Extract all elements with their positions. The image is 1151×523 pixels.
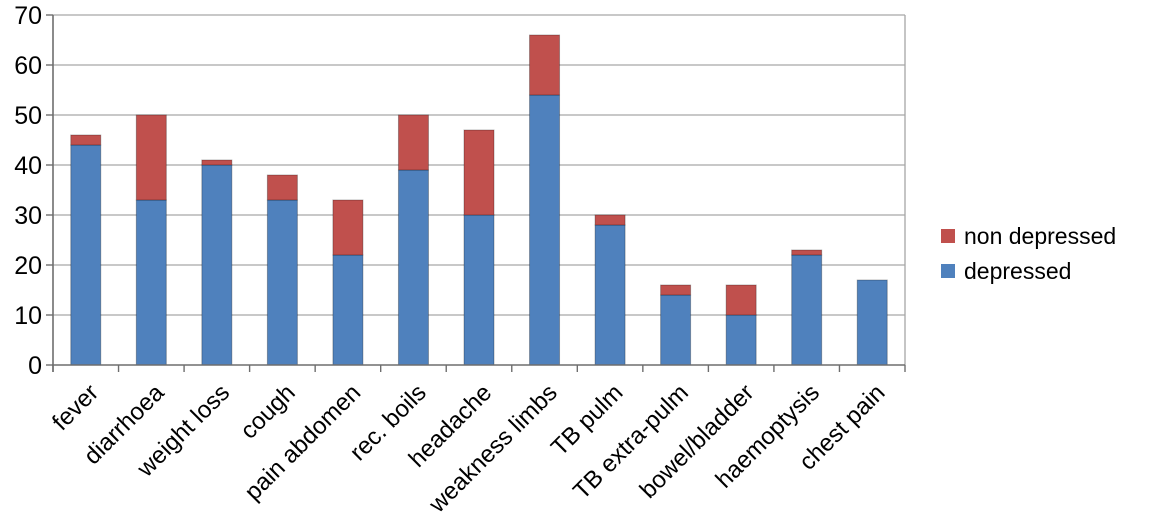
legend-item-non-depressed: non depressed xyxy=(941,222,1116,250)
legend: non depressed depressed xyxy=(941,222,1116,285)
legend-item-depressed: depressed xyxy=(941,257,1116,285)
legend-label-depressed: depressed xyxy=(964,257,1072,284)
bar-segment-depressed-diarrhoea xyxy=(135,199,167,366)
bar-segment-depressed-weight-loss xyxy=(201,164,233,366)
y-tick-label: 40 xyxy=(14,152,42,180)
y-tick-label: 60 xyxy=(14,52,42,80)
y-tick-label: 10 xyxy=(14,302,42,330)
bar-segment-depressed-headache xyxy=(463,214,495,366)
bar-segment-non-depressed-cough xyxy=(266,174,298,201)
y-tick-label: 70 xyxy=(14,2,42,30)
bar-segment-non-depressed-TB-extra-pulm xyxy=(660,284,692,296)
y-tick-label: 0 xyxy=(28,352,42,380)
bar-segment-non-depressed-headache xyxy=(463,129,495,216)
bar-segment-non-depressed-TB-pulm xyxy=(594,214,626,226)
bar-segment-depressed-rec-boils xyxy=(397,169,429,366)
bar-segment-depressed-cough xyxy=(266,199,298,366)
bar-segment-depressed-bowel-bladder xyxy=(725,314,757,366)
bar-segment-non-depressed-weight-loss xyxy=(201,159,233,166)
bar-segment-non-depressed-rec-boils xyxy=(397,114,429,171)
legend-swatch-non-depressed-icon xyxy=(941,229,955,243)
bar-segment-depressed-haemoptysis xyxy=(791,254,823,366)
y-tick-label: 30 xyxy=(14,202,42,230)
bar-segment-depressed-TB-pulm xyxy=(594,224,626,366)
bar-segment-depressed-weakness-limbs xyxy=(529,94,561,366)
bar-segment-depressed-chest-pain xyxy=(856,279,888,366)
bars xyxy=(70,34,888,366)
y-tick-label: 20 xyxy=(14,252,42,280)
x-category-label: fever xyxy=(47,379,104,436)
legend-swatch-depressed-icon xyxy=(941,264,955,278)
bar-segment-non-depressed-haemoptysis xyxy=(791,249,823,256)
bar-segment-non-depressed-pain-abdomen xyxy=(332,199,364,256)
y-tick-label: 50 xyxy=(14,102,42,130)
bar-segment-depressed-TB-extra-pulm xyxy=(660,294,692,366)
y-axis-labels: 0 10 20 30 40 50 60 70 xyxy=(14,2,53,380)
legend-label-non-depressed: non depressed xyxy=(964,222,1117,249)
x-category-label: bowel/bladder xyxy=(635,379,760,504)
axes xyxy=(52,15,905,372)
x-category-label: TB extra-pulm xyxy=(568,379,694,505)
x-category-label: pain abdomen xyxy=(240,379,367,506)
bar-segment-depressed-fever xyxy=(70,144,102,366)
bar-segment-non-depressed-fever xyxy=(70,134,102,146)
bar-segment-non-depressed-bowel-bladder xyxy=(725,284,757,316)
bar-segment-depressed-pain-abdomen xyxy=(332,254,364,366)
bar-segment-non-depressed-diarrhoea xyxy=(135,114,167,201)
bar-segment-non-depressed-weakness-limbs xyxy=(529,34,561,96)
